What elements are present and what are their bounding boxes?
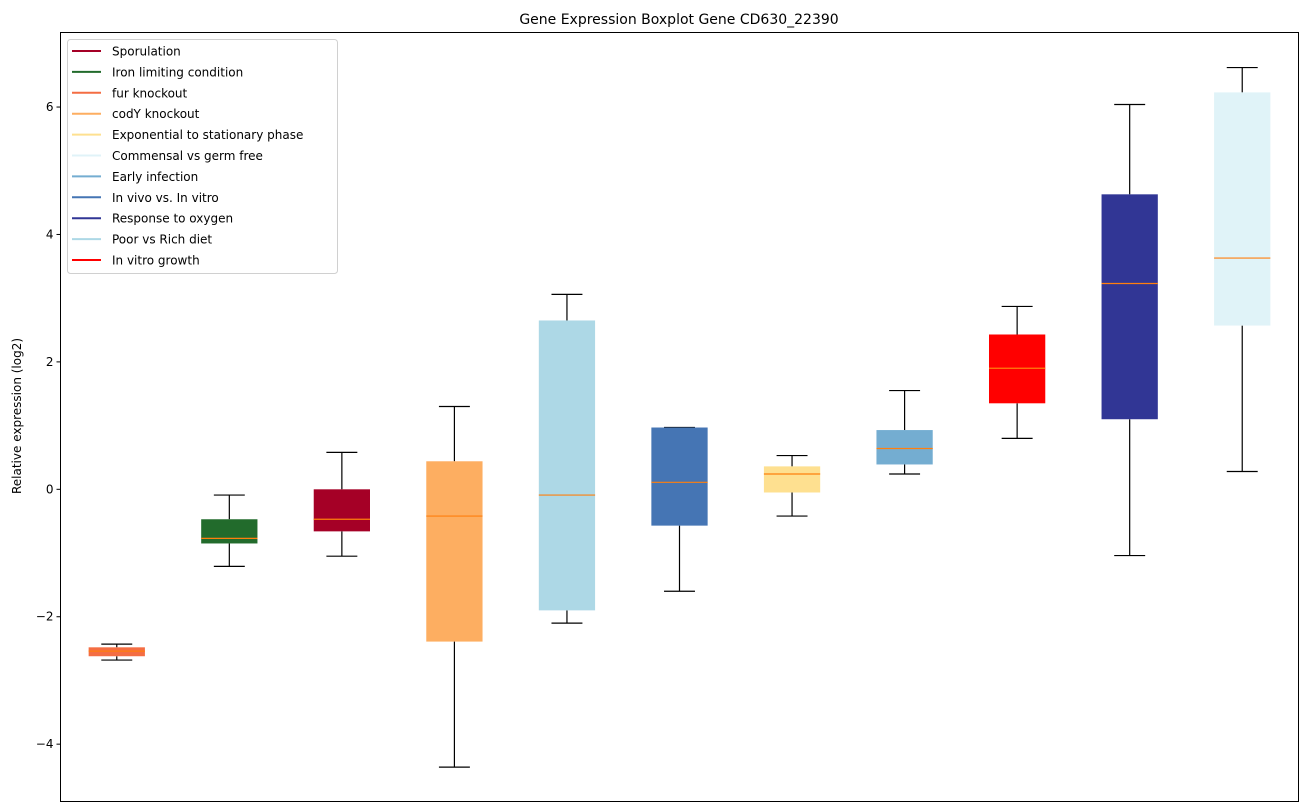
box-3 [313,451,370,557]
legend-frame [67,39,338,274]
box-body [88,647,145,657]
box-6 [651,426,708,592]
legend-item: Iron limiting condition [72,65,243,79]
y-tick-label: 2 [46,355,54,369]
box-4 [426,405,483,768]
box-body [763,466,821,493]
box-5 [538,293,596,624]
box-body [538,320,596,611]
y-tick-label: −4 [36,737,54,751]
box-2 [201,494,258,568]
legend-label: Response to oxygen [112,212,233,226]
y-tick-label: 6 [46,100,54,114]
legend-item: In vivo vs. In vitro [72,191,219,205]
box-10 [1101,103,1158,557]
legend-item: Sporulation [72,45,181,59]
box-body [1101,194,1158,420]
y-tick-label: 4 [46,227,54,241]
legend-item: Early infection [72,170,198,184]
box-body [313,489,370,532]
legend-label: Exponential to stationary phase [112,128,303,142]
legend-item: fur knockout [72,86,188,100]
box-body [989,334,1046,404]
box-11 [1214,66,1271,473]
y-tick-label: −2 [36,610,54,624]
legend-item: Response to oxygen [72,212,233,226]
boxes-group [88,66,1271,768]
legend-label: In vitro growth [112,254,200,268]
legend-label: Commensal vs germ free [112,149,263,163]
legend-label: In vivo vs. In vitro [112,191,219,205]
legend-label: Poor vs Rich diet [112,233,212,247]
y-axis-ticks: −4 −2 0 2 4 6 [36,100,61,751]
y-tick-label: 0 [46,482,54,496]
legend-item: Commensal vs germ free [72,149,263,163]
legend: Sporulation Iron limiting condition fur kn… [67,39,338,274]
legend-label: Iron limiting condition [112,65,243,79]
legend-item: Exponential to stationary phase [72,128,303,142]
legend-item: codY knockout [72,107,200,121]
y-axis-label: Relative expression (log2) [10,338,24,494]
legend-label: codY knockout [112,107,200,121]
box-body [651,427,708,526]
box-9 [989,305,1046,439]
legend-label: Sporulation [112,45,181,59]
box-1 [88,643,145,661]
legend-label: Early infection [112,170,198,184]
legend-label: fur knockout [112,86,188,100]
box-body [201,519,258,544]
box-8 [876,389,933,475]
plot-frame [60,32,1299,802]
box-7 [763,454,821,517]
chart-title: Gene Expression Boxplot Gene CD630_22390 [519,12,838,28]
box-body [426,461,483,642]
box-body [876,430,933,465]
box-body [1214,92,1271,326]
legend-item: In vitro growth [72,254,200,268]
legend-item: Poor vs Rich diet [72,233,212,247]
